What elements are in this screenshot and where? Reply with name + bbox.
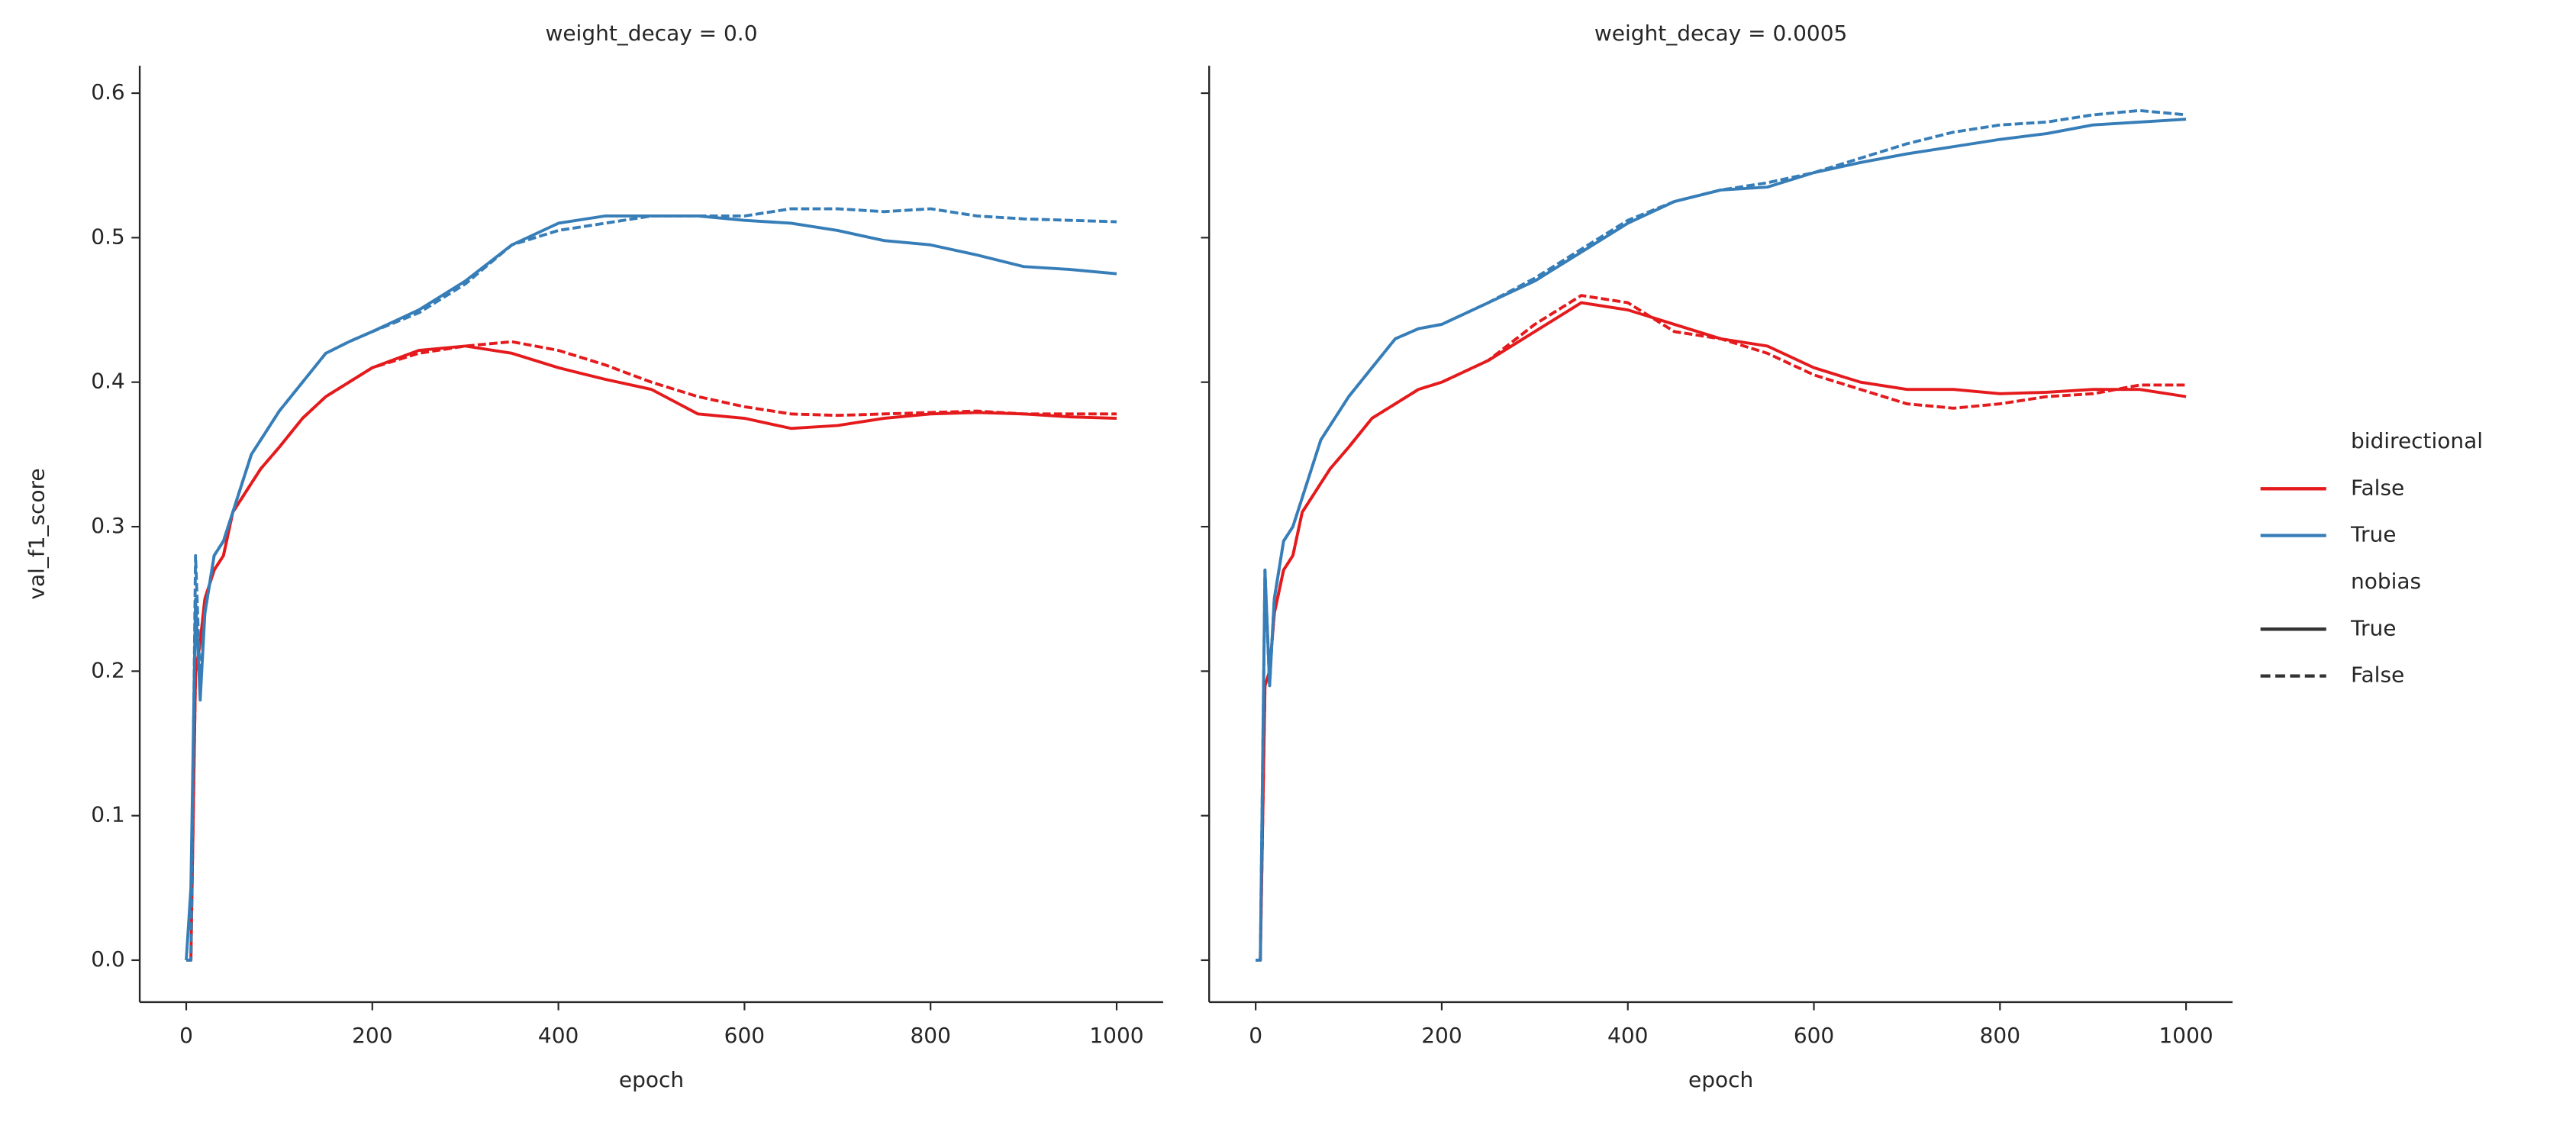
series-line xyxy=(186,344,1117,962)
y-tick-label: 0.5 xyxy=(91,224,124,249)
x-tick-label: 600 xyxy=(1794,1023,1834,1048)
x-tick-label: 800 xyxy=(1980,1023,2020,1048)
x-axis-label: epoch xyxy=(619,1067,684,1092)
y-tick-label: 0.2 xyxy=(91,657,124,682)
y-tick-label: 0.4 xyxy=(91,369,124,394)
y-tick-label: 0.3 xyxy=(91,513,124,538)
series-line xyxy=(1256,294,2187,962)
x-tick-label: 400 xyxy=(1607,1023,1648,1048)
y-axis-label: val_f1_score xyxy=(24,468,50,599)
legend-label: False xyxy=(2351,475,2404,500)
series-line xyxy=(186,340,1117,962)
legend-title: nobias xyxy=(2351,569,2421,594)
panel-title: weight_decay = 0.0005 xyxy=(1594,21,1847,46)
series-line xyxy=(1256,108,2187,962)
x-tick-label: 1000 xyxy=(1089,1023,1143,1048)
series-line xyxy=(185,214,1117,961)
y-tick-label: 0.0 xyxy=(91,946,124,972)
x-tick-label: 200 xyxy=(352,1023,392,1048)
legend-label: True xyxy=(2350,522,2396,547)
series-line xyxy=(186,207,1117,962)
legend-label: True xyxy=(2350,615,2396,640)
panel-title: weight_decay = 0.0 xyxy=(545,21,757,46)
y-tick-label: 0.6 xyxy=(91,79,124,105)
x-tick-label: 400 xyxy=(538,1023,579,1048)
x-tick-label: 600 xyxy=(724,1023,765,1048)
series-line xyxy=(1256,301,2187,962)
legend-label: False xyxy=(2351,663,2404,688)
x-tick-label: 800 xyxy=(910,1023,950,1048)
series-line xyxy=(1256,118,2187,962)
x-tick-label: 0 xyxy=(179,1023,193,1048)
x-tick-label: 0 xyxy=(1249,1023,1262,1048)
y-tick-label: 0.1 xyxy=(91,802,124,827)
x-axis-label: epoch xyxy=(1688,1067,1753,1092)
legend-title: bidirectional xyxy=(2351,428,2483,453)
x-tick-label: 200 xyxy=(1421,1023,1462,1048)
x-tick-label: 1000 xyxy=(2159,1023,2213,1048)
